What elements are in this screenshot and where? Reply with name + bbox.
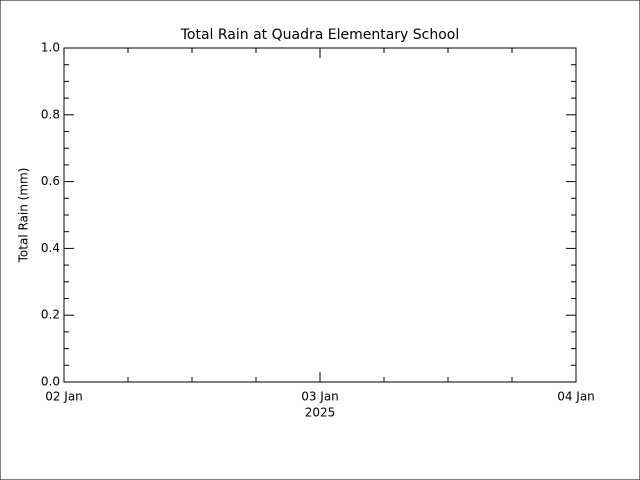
y-tick-label: 0.8 bbox=[41, 107, 60, 121]
x-tick-label: 04 Jan bbox=[557, 390, 595, 404]
y-tick-label: 0.6 bbox=[41, 174, 60, 188]
chart-title: Total Rain at Quadra Elementary School bbox=[180, 27, 460, 43]
y-tick-label: 1.0 bbox=[41, 41, 60, 55]
y-tick-label: 0.2 bbox=[41, 308, 60, 322]
x-year-label: 2025 bbox=[305, 406, 336, 420]
x-tick-label: 02 Jan bbox=[45, 390, 83, 404]
x-tick-label: 03 Jan bbox=[301, 390, 339, 404]
y-tick-label: 0.0 bbox=[41, 375, 60, 389]
y-axis-label: Total Rain (mm) bbox=[17, 168, 31, 264]
y-tick-label: 0.4 bbox=[41, 241, 60, 255]
